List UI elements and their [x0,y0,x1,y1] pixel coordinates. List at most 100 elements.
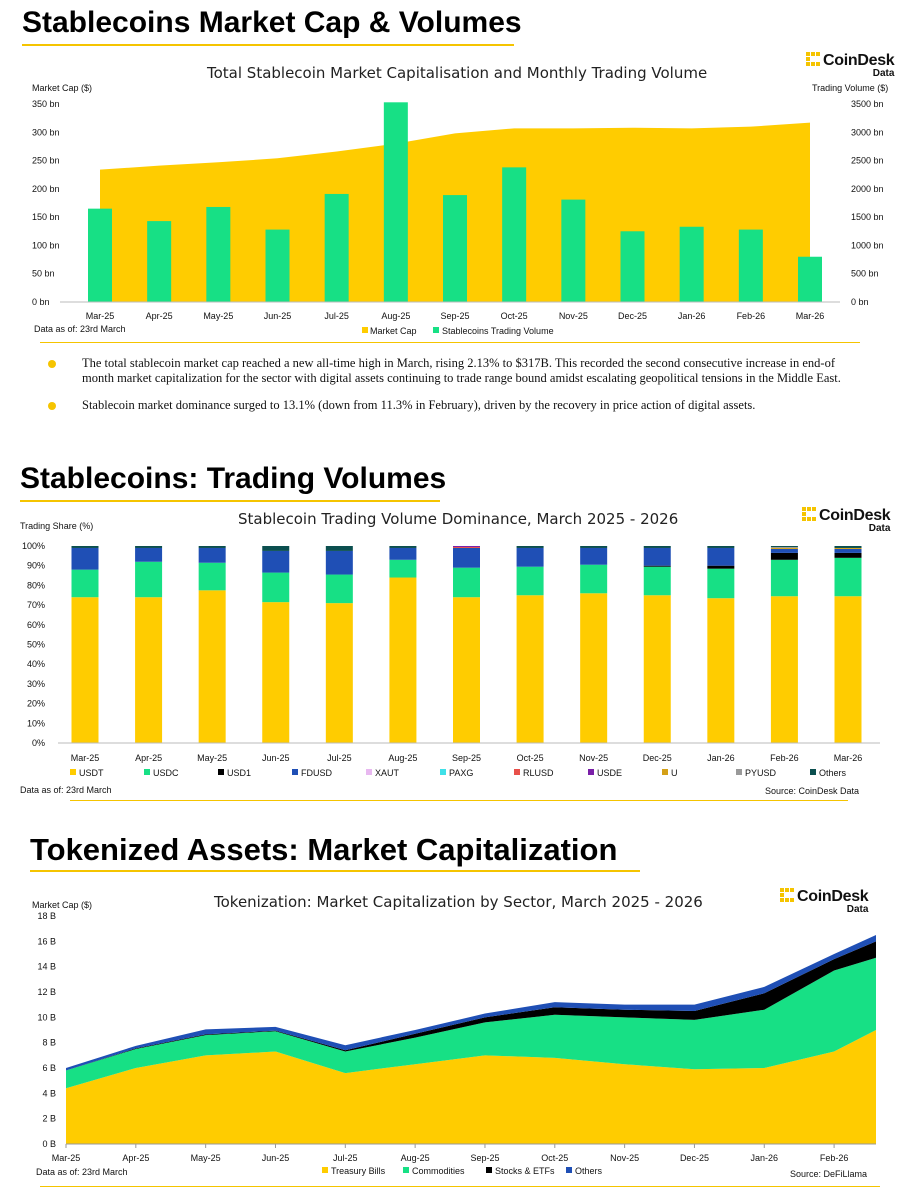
y2-tick-label: 0 bn [851,297,869,307]
bar-segment-usdc [834,557,862,597]
chart2-title: Stablecoin Trading Volume Dominance, Mar… [238,510,679,528]
y-tick-label: 18 B [37,911,56,921]
legend-swatch-fdusd [292,769,298,775]
coindesk-logo: CoinDesk Data [806,52,895,79]
y2-tick-label: 3500 bn [851,99,884,109]
bar-segment-usdc [580,564,608,594]
y-tick-label: 10% [27,718,45,728]
x-tick-label: Oct-25 [501,311,528,321]
y2-tick-label: 1000 bn [851,240,884,250]
bar-segment-pyusd [770,546,798,548]
chart2-note: Data as of: 23rd March [20,785,112,795]
bar-segment-others [389,546,417,548]
x-tick-label: Jul-25 [324,311,349,321]
x-tick-label: Mar-26 [834,753,863,763]
bar-segment-usde [453,546,480,547]
legend-label-usdc: USDC [153,768,179,778]
bar-segment-fdusd [389,547,417,560]
y-tick-label: 350 bn [32,99,60,109]
y-tick-label: 12 B [37,987,56,997]
x-tick-label: Mar-26 [796,311,825,321]
x-tick-label: Feb-26 [770,753,799,763]
x-tick-label: Apr-25 [135,753,162,763]
legend-label-stocks-etfs: Stocks & ETFs [495,1166,555,1176]
legend-swatch-rlusd [514,769,520,775]
bar-segment-usd1 [707,565,735,569]
x-tick-label: Feb-26 [820,1153,849,1163]
y-tick-label: 16 B [37,936,56,946]
coindesk-logo: CoinDesk Data [802,507,891,534]
bar-segment-usdt [516,595,544,743]
bar-segment-usdc [198,562,226,591]
x-tick-label: Jan-26 [678,311,706,321]
bar-segment-usdt [325,603,353,743]
x-tick-label: Dec-25 [618,311,647,321]
x-tick-label: Nov-25 [579,753,608,763]
legend-label-commodities: Commodities [412,1166,465,1176]
legend-label-usdt: USDT [79,768,104,778]
section-title-tokenized-assets: Tokenized Assets: Market Capitalization [30,832,618,867]
y-tick-label: 2 B [42,1114,56,1124]
volume-bar [798,256,822,302]
area-others [66,935,876,1071]
y-tick-label: 250 bn [32,156,60,166]
y-tick-label: 10 B [37,1012,56,1022]
x-tick-label: Oct-25 [541,1153,568,1163]
chart2-ylabel: Trading Share (%) [20,521,94,531]
y-tick-label: 80% [27,580,45,590]
volume-bar [147,221,172,302]
bar-segment-usdc [516,566,544,596]
bar-segment-fdusd [516,547,544,567]
bar-segment-fdusd [71,547,99,570]
x-tick-label: Dec-25 [680,1153,709,1163]
coindesk-logo-icon [806,52,820,66]
bar-segment-usdc [135,561,163,598]
legend-swatch-usd1 [218,769,224,775]
volume-bar [206,206,231,302]
x-tick-label: May-25 [203,311,233,321]
section-underline [30,870,640,872]
bar-segment-others [707,546,735,548]
volume-bar [443,195,467,302]
bar-segment-usdt [707,598,735,743]
bullet-dot-icon [48,360,56,368]
legend-label-volume: Stablecoins Trading Volume [442,326,554,336]
y-tick-label: 150 bn [32,212,60,222]
chart3-title: Tokenization: Market Capitalization by S… [214,893,703,911]
bar-segment-others [834,546,862,548]
bar-segment-others [71,546,99,548]
x-tick-label: Jun-25 [262,1153,290,1163]
y-tick-label: 20% [27,699,45,709]
bar-segment-usdt [198,590,226,743]
logo-name: CoinDesk [797,888,869,905]
insight-text: The total stablecoin market cap reached … [82,356,841,385]
bar-segment-others [262,546,290,551]
x-tick-label: Aug-25 [401,1153,430,1163]
chart3-source: Source: DeFiLlama [790,1169,868,1179]
chart1-y2label: Trading Volume ($) [812,83,889,93]
bar-segment-usdt [834,596,862,743]
legend-swatch-paxg [440,769,446,775]
legend-label-others: Others [819,768,847,778]
x-tick-label: Sep-25 [470,1153,499,1163]
bar-segment-usdt [71,597,99,743]
logo-sub: Data [872,68,895,79]
bar-segment-usdt [580,593,608,743]
x-tick-label: Sep-25 [440,311,469,321]
legend-label-fdusd: FDUSD [301,768,332,778]
bar-segment-fdusd [580,547,608,565]
chart1-market-cap-volume: 0 bn 50 bn 100 bn 150 bn 200 bn 250 bn 300 bn 3… [32,99,884,336]
y-tick-label: 100 bn [32,240,60,250]
legend-swatch-commodities [403,1167,409,1173]
y-tick-label: 8 B [42,1038,56,1048]
chart3-ylabel: Market Cap ($) [32,900,93,910]
bar-segment-usdc [770,559,798,597]
x-tick-label: Aug-25 [381,311,410,321]
logo-name: CoinDesk [819,507,891,524]
legend-swatch-others [566,1167,572,1173]
y-tick-label: 0 B [42,1139,56,1149]
bar-segment-usdc [707,568,735,599]
volume-bar [88,208,112,302]
bar-segment-usdt [389,577,417,743]
bar-segment-usd1 [770,552,798,560]
